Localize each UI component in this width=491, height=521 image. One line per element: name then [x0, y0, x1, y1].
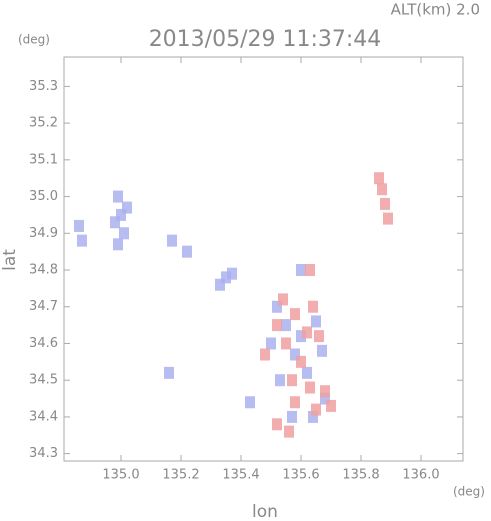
echo-point: [296, 264, 306, 277]
echo-point: [311, 403, 321, 416]
y-tick-label: 34.6: [29, 336, 58, 351]
echo-point: [311, 315, 321, 328]
echo-point: [290, 396, 300, 409]
echo-point: [302, 326, 312, 339]
echo-point: [290, 348, 300, 361]
echo-point: [74, 219, 84, 232]
plot-frame: [63, 56, 464, 462]
echo-point: [305, 264, 315, 277]
echo-point: [260, 348, 270, 361]
echo-point: [287, 374, 297, 387]
echo-point: [266, 337, 276, 350]
echo-point: [116, 208, 126, 221]
echo-point: [320, 385, 330, 398]
y-axis-label: lat: [0, 249, 20, 271]
echo-point: [290, 308, 300, 321]
echo-point: [284, 425, 294, 438]
echo-point: [272, 418, 282, 431]
echo-point: [164, 366, 174, 379]
echo-point: [317, 344, 327, 357]
echo-point: [296, 330, 306, 343]
echo-point: [308, 300, 318, 313]
echo-point: [281, 337, 291, 350]
echo-point: [302, 366, 312, 379]
y-unit: (deg): [18, 33, 50, 47]
x-tick-label: 135.2: [162, 468, 199, 483]
echo-point: [272, 319, 282, 332]
echo-point: [113, 190, 123, 203]
echo-point: [245, 396, 255, 409]
echo-point: [278, 293, 288, 306]
echo-point: [119, 227, 129, 240]
echo-point: [287, 410, 297, 423]
echo-point: [374, 172, 384, 185]
y-tick-label: 34.7: [29, 299, 58, 314]
echo-point: [167, 234, 177, 247]
echo-point: [215, 278, 225, 291]
y-tick-label: 34.5: [29, 373, 58, 388]
echo-point: [272, 300, 282, 313]
y-tick-label: 34.3: [29, 446, 58, 461]
x-axis-label: lon: [252, 502, 278, 521]
y-tick-label: 35.0: [29, 189, 58, 204]
echo-point: [110, 216, 120, 229]
echo-point: [275, 374, 285, 387]
echo-point: [113, 238, 123, 251]
annotation: ALT(km) 2.0: [391, 1, 480, 19]
y-tick-label: 35.1: [29, 152, 58, 167]
echo-point: [377, 183, 387, 196]
x-tick-label: 136.0: [402, 468, 439, 483]
x-unit: (deg): [453, 485, 485, 499]
x-tick-label: 135.8: [342, 468, 379, 483]
echo-point: [77, 234, 87, 247]
y-tick-label: 35.2: [29, 116, 58, 131]
echo-point: [221, 271, 231, 284]
chart-title: 2013/05/29 11:37:44: [149, 27, 382, 52]
y-tick-label: 34.4: [29, 409, 58, 424]
echo-point: [380, 197, 390, 210]
echo-point: [305, 381, 315, 394]
echo-point: [281, 319, 291, 332]
echo-point: [182, 245, 192, 258]
echo-point: [296, 355, 306, 368]
y-tick-label: 34.8: [29, 263, 58, 278]
x-tick-label: 135.0: [102, 468, 139, 483]
echo-point: [326, 399, 336, 412]
echo-point: [122, 201, 132, 214]
echo-point: [383, 212, 393, 225]
x-tick-label: 135.4: [222, 468, 259, 483]
y-tick-label: 34.9: [29, 226, 58, 241]
echo-point: [308, 410, 318, 423]
echo-point: [320, 392, 330, 405]
y-tick-label: 35.3: [29, 79, 58, 94]
echo-point: [314, 330, 324, 343]
x-tick-label: 135.6: [282, 468, 319, 483]
echo-point: [227, 267, 237, 280]
